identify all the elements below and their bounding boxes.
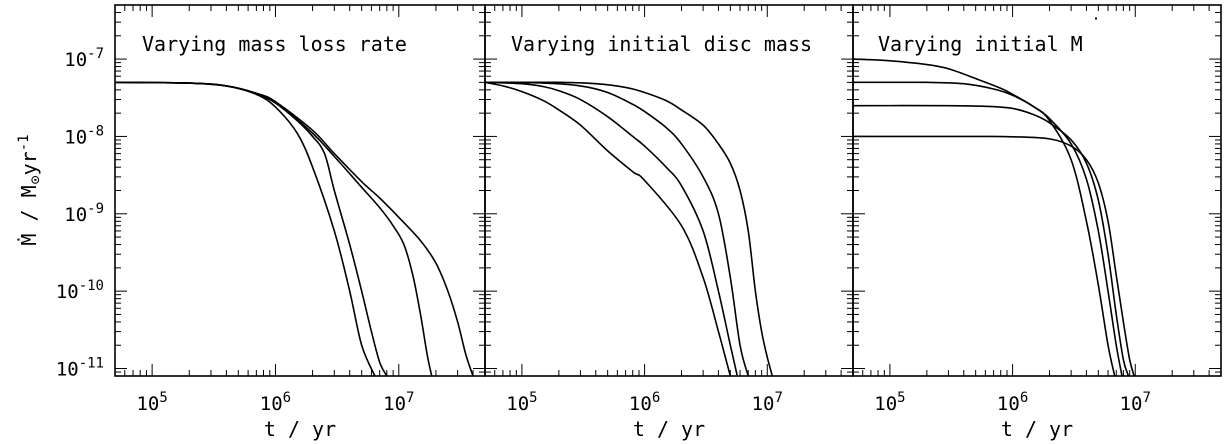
series-line-4	[115, 81, 474, 376]
series-line-3	[485, 81, 750, 376]
series-line-2	[485, 81, 739, 376]
panel-initial-disc-mass: Varying initial disc mass 105 106 107 t / …	[484, 4, 854, 441]
panel-mass-loss-rate: Varying mass loss rate 105 106 107 10-710-…	[56, 4, 486, 441]
axis-ticks	[484, 4, 854, 377]
y-tick-label: 10-11	[56, 356, 104, 381]
x-tick-label: 106	[260, 390, 291, 415]
axis-ticks	[114, 4, 486, 377]
curves	[853, 58, 1135, 376]
mdot-dot: ˙	[1090, 14, 1102, 38]
x-tick-labels: 105 106 107	[136, 390, 414, 415]
axis-ticks	[852, 4, 1222, 377]
x-tick-label: 105	[136, 390, 167, 415]
series-line-3	[115, 81, 433, 376]
x-tick-label: 105	[874, 390, 905, 415]
x-axis-label: t / yr	[633, 417, 705, 441]
x-axis-label: t / yr	[1001, 417, 1073, 441]
panel-title: Varying mass loss rate	[142, 32, 407, 56]
plot-frame	[852, 4, 1222, 377]
panel-title: Varying initial disc mass	[511, 32, 812, 56]
y-axis-label: Ṁ / M⊙yr-1	[16, 134, 44, 245]
series-line-1	[485, 81, 732, 376]
x-tick-label: 106	[629, 390, 660, 415]
plot-frame	[484, 4, 854, 377]
x-tick-label: 105	[506, 390, 537, 415]
curves	[115, 81, 474, 376]
plot-frame	[114, 4, 486, 377]
panel-initial-mdot: Varying initial M ˙ 105 106 107 t / yr	[852, 4, 1222, 441]
series-line-2	[853, 81, 1123, 376]
series-line-2	[115, 81, 388, 376]
x-tick-labels: 105 106 107	[874, 390, 1151, 415]
y-tick-label: 10-9	[64, 201, 104, 226]
y-tick-label: 10-8	[64, 123, 104, 148]
curves	[485, 81, 774, 376]
x-tick-labels: 105 106 107	[506, 390, 783, 415]
series-line-1	[115, 81, 376, 376]
x-tick-label: 107	[752, 390, 783, 415]
series-line-3	[853, 104, 1130, 376]
x-tick-label: 106	[997, 390, 1028, 415]
y-tick-labels: 10-7 10-8 10-9 10-10 10-11	[56, 46, 104, 380]
y-tick-label: 10-7	[64, 46, 104, 71]
x-tick-label: 107	[1120, 390, 1151, 415]
series-line-4	[853, 135, 1135, 376]
x-tick-label: 107	[383, 390, 414, 415]
y-tick-label: 10-10	[56, 278, 104, 303]
panel-title: Varying initial M	[878, 32, 1083, 56]
x-axis-label: t / yr	[264, 417, 336, 441]
series-line-4	[485, 81, 774, 376]
